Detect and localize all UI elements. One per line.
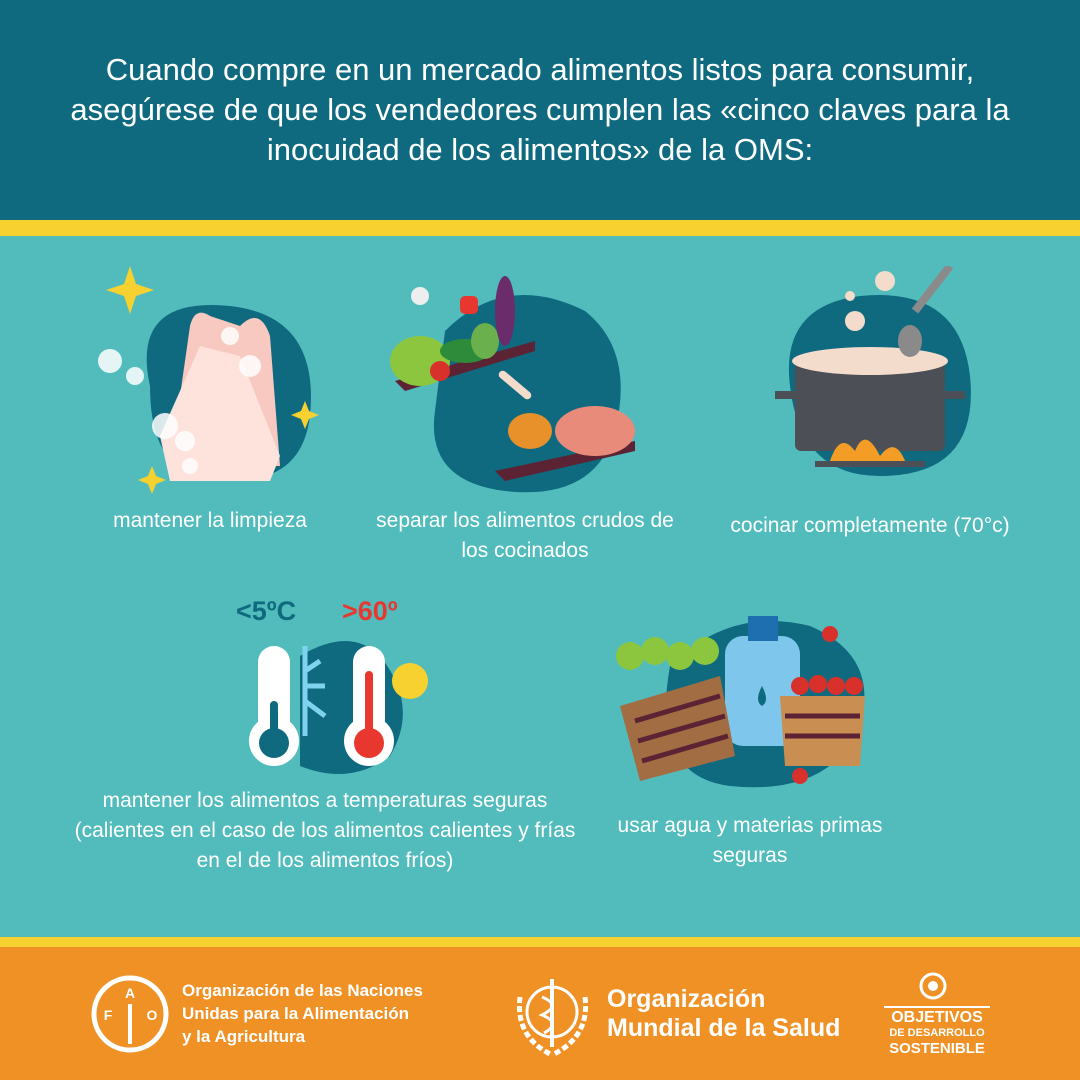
fao-line: y la Agricultura <box>182 1027 306 1046</box>
hot-temperature-label: >60º <box>342 596 398 626</box>
separate-foods-icon <box>390 276 635 493</box>
key-label-water: usar agua y materias primas seguras <box>617 814 883 867</box>
five-keys-panel: mantener la limpieza separar los aliment… <box>0 236 1080 936</box>
fao-logo: A F O <box>91 975 169 1053</box>
svg-text:O: O <box>147 1007 158 1023</box>
who-line: Mundial de la Salud <box>607 1014 841 1042</box>
cooking-pot-icon <box>775 266 971 476</box>
svg-text:A: A <box>125 985 135 1001</box>
key-label-temperature: mantener los alimentos a temperaturas se… <box>74 789 576 872</box>
key-label-cleanliness: mantener la limpieza <box>113 509 307 532</box>
key-label-cook: cocinar completamente (70°c) <box>730 514 1010 537</box>
header-banner: Cuando compre en un mercado alimentos li… <box>0 0 1080 220</box>
fao-name: Organización de las Naciones Unidas para… <box>182 979 423 1048</box>
un-emblem <box>919 972 947 1000</box>
page-title: Cuando compre en un mercado alimentos li… <box>70 52 1010 167</box>
sdg-divider <box>884 1006 990 1008</box>
svg-text:F: F <box>104 1007 113 1023</box>
water-and-produce-icon <box>616 616 865 788</box>
thermometers-icon <box>249 641 428 774</box>
sdg-line: SOSTENIBLE <box>889 1040 985 1057</box>
fao-line: Unidas para la Alimentación <box>182 1004 410 1023</box>
sdg-name: OBJETIVOS DE DESARROLLO SOSTENIBLE <box>878 1009 996 1057</box>
sdg-line: DE DESARROLLO <box>889 1027 985 1039</box>
sdg-line: OBJETIVOS <box>891 1009 983 1026</box>
who-line: Organización <box>607 985 766 1013</box>
bottom-stripe <box>0 937 1080 947</box>
who-name: Organización Mundial de la Salud <box>607 985 840 1043</box>
fao-line: Organización de las Naciones <box>182 981 423 1000</box>
cold-temperature-label: <5ºC <box>236 596 297 626</box>
top-stripe <box>0 220 1080 236</box>
footer: A F O Organización de las Naciones Unida… <box>0 947 1080 1080</box>
key-label-separate: separar los alimentos crudos de los coci… <box>376 509 674 562</box>
who-logo <box>516 979 589 1058</box>
hand-washing-icon <box>98 266 319 494</box>
